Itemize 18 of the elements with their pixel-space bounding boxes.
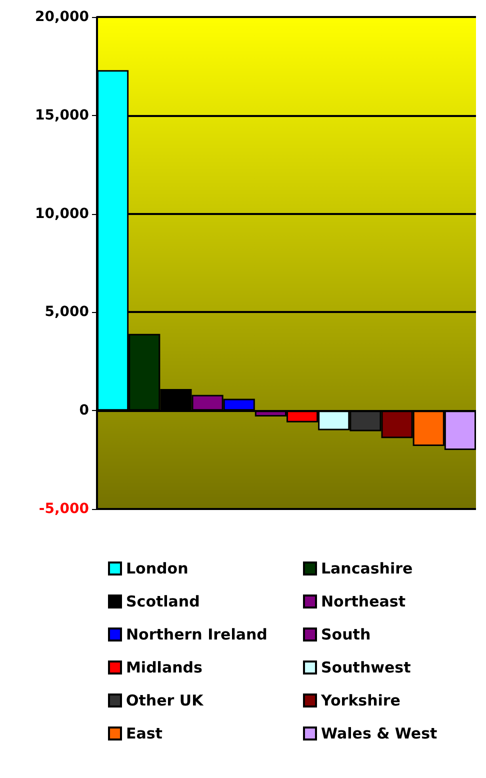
legend-label: South (321, 626, 371, 644)
y-tick-label: 20,000 (34, 9, 90, 25)
legend-label: Other UK (126, 692, 205, 710)
legend-label: Wales & West (321, 724, 438, 742)
legend-label: Scotland (126, 592, 200, 610)
legend-label: Yorkshire (320, 692, 400, 710)
legend-label: Southwest (321, 658, 411, 676)
legend-label: Northeast (321, 592, 406, 610)
legend-label: Northern Ireland (126, 626, 268, 644)
legend-label: Midlands (126, 658, 202, 676)
y-tick-label: 15,000 (34, 107, 90, 124)
y-tick-label: -5,000 (38, 501, 90, 517)
y-tick-label: 10,000 (34, 206, 90, 222)
legend-label: London (126, 560, 188, 578)
legend-label: East (126, 724, 162, 742)
y-tick-label: 5,000 (44, 304, 90, 320)
y-tick-label: 0 (79, 402, 90, 419)
legend-label: Lancashire (321, 560, 413, 578)
